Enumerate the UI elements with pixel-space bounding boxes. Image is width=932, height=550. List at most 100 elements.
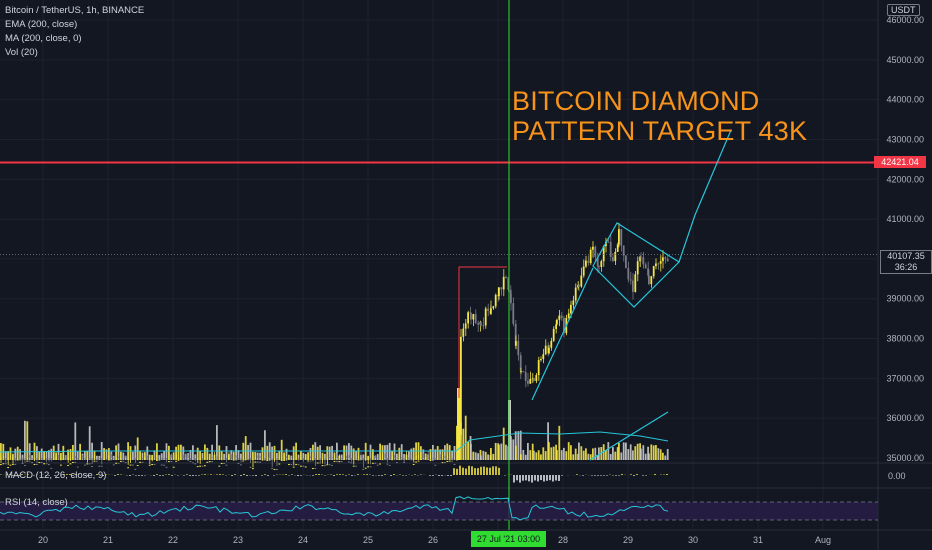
volume-bar	[72, 444, 74, 460]
candle-body	[398, 459, 401, 461]
volume-bar	[558, 425, 561, 460]
candle-body	[578, 284, 580, 287]
candle-body	[369, 466, 372, 468]
volume-bar	[283, 452, 285, 460]
macd-histogram-bar	[261, 475, 263, 476]
candle-body	[69, 463, 72, 465]
macd-histogram-bar	[6, 474, 8, 475]
volume-bar	[309, 447, 312, 460]
volume-bar	[400, 444, 403, 460]
candle-body	[326, 464, 329, 466]
bar-countdown: 36:26	[894, 261, 918, 272]
macd-histogram-bar	[114, 475, 116, 476]
volume-bar	[204, 444, 206, 460]
volume-bar	[625, 442, 627, 460]
candle-body	[537, 360, 540, 376]
ema-label[interactable]: EMA (200, close)	[5, 19, 78, 30]
candle-body	[91, 465, 93, 467]
volume-bar	[640, 448, 642, 460]
candle-body	[276, 468, 278, 470]
volume-bar	[163, 451, 165, 460]
macd-histogram-bar	[528, 475, 530, 482]
candle-body	[100, 465, 103, 467]
volume-bar	[223, 453, 225, 460]
volume-bar	[96, 455, 98, 460]
candle-body	[180, 458, 182, 460]
candle-body	[297, 464, 300, 466]
macd-histogram-bar	[273, 475, 275, 476]
volume-bar	[220, 451, 223, 460]
volume-bar	[396, 453, 398, 460]
candle-body	[522, 371, 525, 373]
candle-body	[86, 463, 89, 465]
volume-bar	[479, 449, 482, 460]
macd-histogram-bar	[477, 468, 479, 475]
candle-body	[278, 463, 281, 465]
volume-bar	[609, 453, 612, 460]
volume-bar	[52, 445, 55, 460]
volume-bar	[535, 452, 538, 460]
macd-histogram-bar	[618, 475, 620, 476]
volume-bar	[69, 449, 72, 460]
candle-body	[36, 463, 38, 465]
candle-body	[487, 308, 489, 311]
volume-bar	[14, 448, 17, 460]
macd-histogram-bar	[18, 475, 20, 476]
volume-bar	[60, 452, 62, 460]
volume-bar	[629, 444, 632, 460]
candle-body	[510, 293, 512, 304]
candle-body	[271, 467, 273, 469]
candle-body	[304, 466, 307, 468]
volume-bar	[502, 427, 505, 460]
volume-bar	[565, 451, 568, 460]
candle-body	[391, 459, 393, 461]
volume-label[interactable]: Vol (20)	[5, 47, 38, 58]
macd-histogram-bar	[105, 474, 107, 475]
macd-histogram-bar	[315, 474, 317, 475]
volume-bar	[542, 447, 545, 460]
candle-body	[316, 462, 319, 464]
volume-bar	[319, 445, 321, 460]
volume-bar	[297, 454, 300, 460]
volume-bar	[146, 446, 149, 460]
volume-bar-spike	[457, 388, 460, 460]
macd-histogram-bar	[462, 467, 464, 475]
volume-bar	[328, 446, 331, 460]
macd-histogram-bar	[519, 475, 521, 483]
volume-bar	[381, 445, 384, 460]
candle-body	[664, 257, 667, 259]
macd-label[interactable]: MACD (12, 26, close, 9)	[5, 470, 107, 481]
volume-trendline	[589, 411, 669, 461]
macd-histogram-bar	[366, 474, 368, 475]
volume-bar	[477, 453, 479, 460]
currency-badge[interactable]: USDT	[887, 4, 920, 16]
volume-bar	[515, 445, 517, 460]
candle-body	[115, 462, 117, 464]
candle-body	[151, 464, 153, 466]
volume-bar	[343, 445, 345, 460]
candle-body	[290, 464, 293, 466]
candle-body	[81, 458, 84, 460]
macd-histogram-bar	[45, 475, 47, 476]
macd-histogram-bar	[555, 475, 557, 481]
volume-bar	[4, 451, 7, 460]
candle-body	[57, 458, 60, 460]
macd-histogram-bar	[138, 475, 140, 476]
candle-body	[12, 463, 14, 465]
macd-histogram-bar	[438, 475, 440, 476]
rsi-label[interactable]: RSI (14, close)	[5, 497, 68, 508]
macd-histogram-bar	[204, 474, 206, 475]
candle-body	[112, 464, 115, 466]
candle-body	[470, 313, 472, 320]
headline-annotation[interactable]: BITCOIN DIAMOND PATTERN TARGET 43K	[512, 86, 807, 146]
ma-label[interactable]: MA (200, close, 0)	[5, 33, 82, 44]
symbol-title[interactable]: Bitcoin / TetherUS, 1h, BINANCE	[5, 5, 145, 16]
candle-body	[76, 466, 79, 468]
volume-bar	[567, 442, 570, 460]
candle-body	[592, 246, 594, 250]
candle-body	[2, 463, 5, 465]
candle-body	[582, 266, 585, 276]
candle-body	[43, 463, 45, 465]
volume-bar	[105, 449, 108, 460]
